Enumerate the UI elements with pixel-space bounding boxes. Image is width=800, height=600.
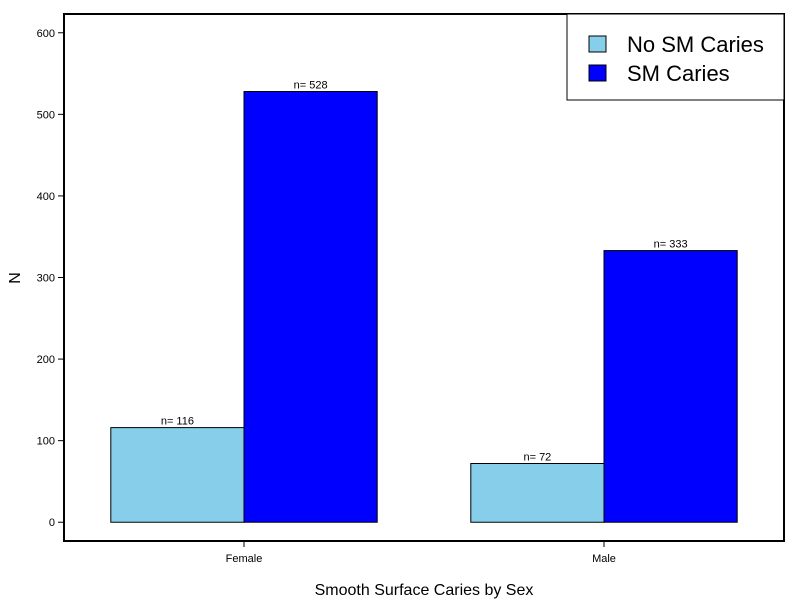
data-label: n= 116 bbox=[161, 416, 194, 428]
bar-male-sm-caries bbox=[603, 250, 738, 523]
data-label: n= 72 bbox=[523, 452, 551, 464]
legend-box bbox=[566, 13, 785, 101]
x-axis-title: Smooth Surface Caries by Sex bbox=[315, 582, 534, 599]
y-tick-label: 300 bbox=[37, 273, 55, 285]
x-tick-label: Male bbox=[592, 553, 616, 565]
data-label: n= 528 bbox=[294, 80, 328, 92]
data-label: n= 333 bbox=[654, 239, 688, 251]
y-tick-label: 100 bbox=[37, 436, 55, 448]
y-tick-label: 600 bbox=[37, 28, 55, 40]
legend: No SM Caries SM Caries bbox=[566, 13, 785, 101]
legend-label-no-sm-caries: No SM Caries bbox=[627, 32, 764, 57]
x-tick-label: Female bbox=[226, 553, 263, 565]
y-tick-label: 200 bbox=[37, 354, 55, 366]
legend-swatch-sm-caries bbox=[588, 64, 607, 82]
legend-label-sm-caries: SM Caries bbox=[627, 61, 730, 86]
bar-female-sm-caries bbox=[243, 91, 378, 523]
y-tick-label: 0 bbox=[49, 517, 55, 529]
bars: n= 116 n= 528 n= 72 n= 333 bbox=[110, 80, 738, 523]
y-tick-label: 400 bbox=[37, 191, 55, 203]
y-axis: 0 100 200 300 400 500 600 bbox=[37, 28, 64, 529]
y-tick-label: 500 bbox=[37, 109, 55, 121]
bar-male-no-sm-caries bbox=[470, 463, 605, 523]
x-axis: Female Male bbox=[226, 541, 616, 565]
legend-swatch-no-sm-caries bbox=[588, 35, 607, 53]
y-axis-title: N bbox=[7, 272, 24, 284]
bar-female-no-sm-caries bbox=[110, 427, 245, 523]
